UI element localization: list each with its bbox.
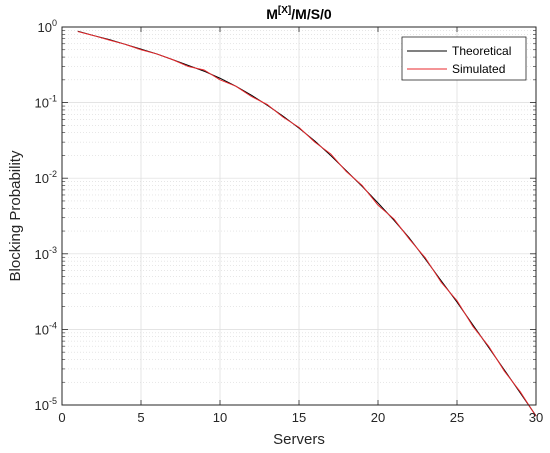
- y-tick-label: 10-3: [35, 245, 57, 262]
- title-part-m: M: [266, 6, 278, 22]
- tick-marks: [61, 26, 537, 406]
- x-tick-label: 10: [213, 410, 227, 425]
- title-superscript: [X]: [278, 5, 291, 16]
- x-tick-label: 15: [292, 410, 306, 425]
- y-tick-label: 100: [38, 18, 57, 35]
- x-tick-label: 30: [529, 410, 543, 425]
- legend: Theoretical Simulated: [401, 36, 527, 81]
- legend-box: [401, 36, 527, 81]
- y-tick-label: 10-5: [35, 396, 57, 413]
- y-tick-label: 10-4: [35, 320, 57, 337]
- x-tick-labels: 0 5 10 15 20 25 30: [58, 410, 543, 425]
- x-tick-label: 5: [137, 410, 144, 425]
- y-tick-label: 10-1: [35, 94, 57, 111]
- series-layer: [77, 30, 537, 417]
- legend-label-theoretical: Theoretical: [452, 44, 511, 58]
- x-axis-label: Servers: [273, 431, 325, 448]
- y-axis-label: Blocking Probability: [7, 150, 24, 281]
- y-tick-label: 10-2: [35, 169, 57, 186]
- x-tick-label: 0: [58, 410, 65, 425]
- x-tick-label: 25: [450, 410, 464, 425]
- legend-label-simulated: Simulated: [452, 62, 505, 76]
- title-rest: /M/S/0: [291, 6, 332, 22]
- y-tick-labels: 100 10-1 10-2 10-3 10-4 10-5: [35, 18, 57, 413]
- series-line-simulated: [77, 31, 537, 417]
- x-tick-label: 20: [371, 410, 385, 425]
- major-grid: [62, 27, 536, 405]
- chart-title: M[X]/M/S/0: [266, 5, 332, 22]
